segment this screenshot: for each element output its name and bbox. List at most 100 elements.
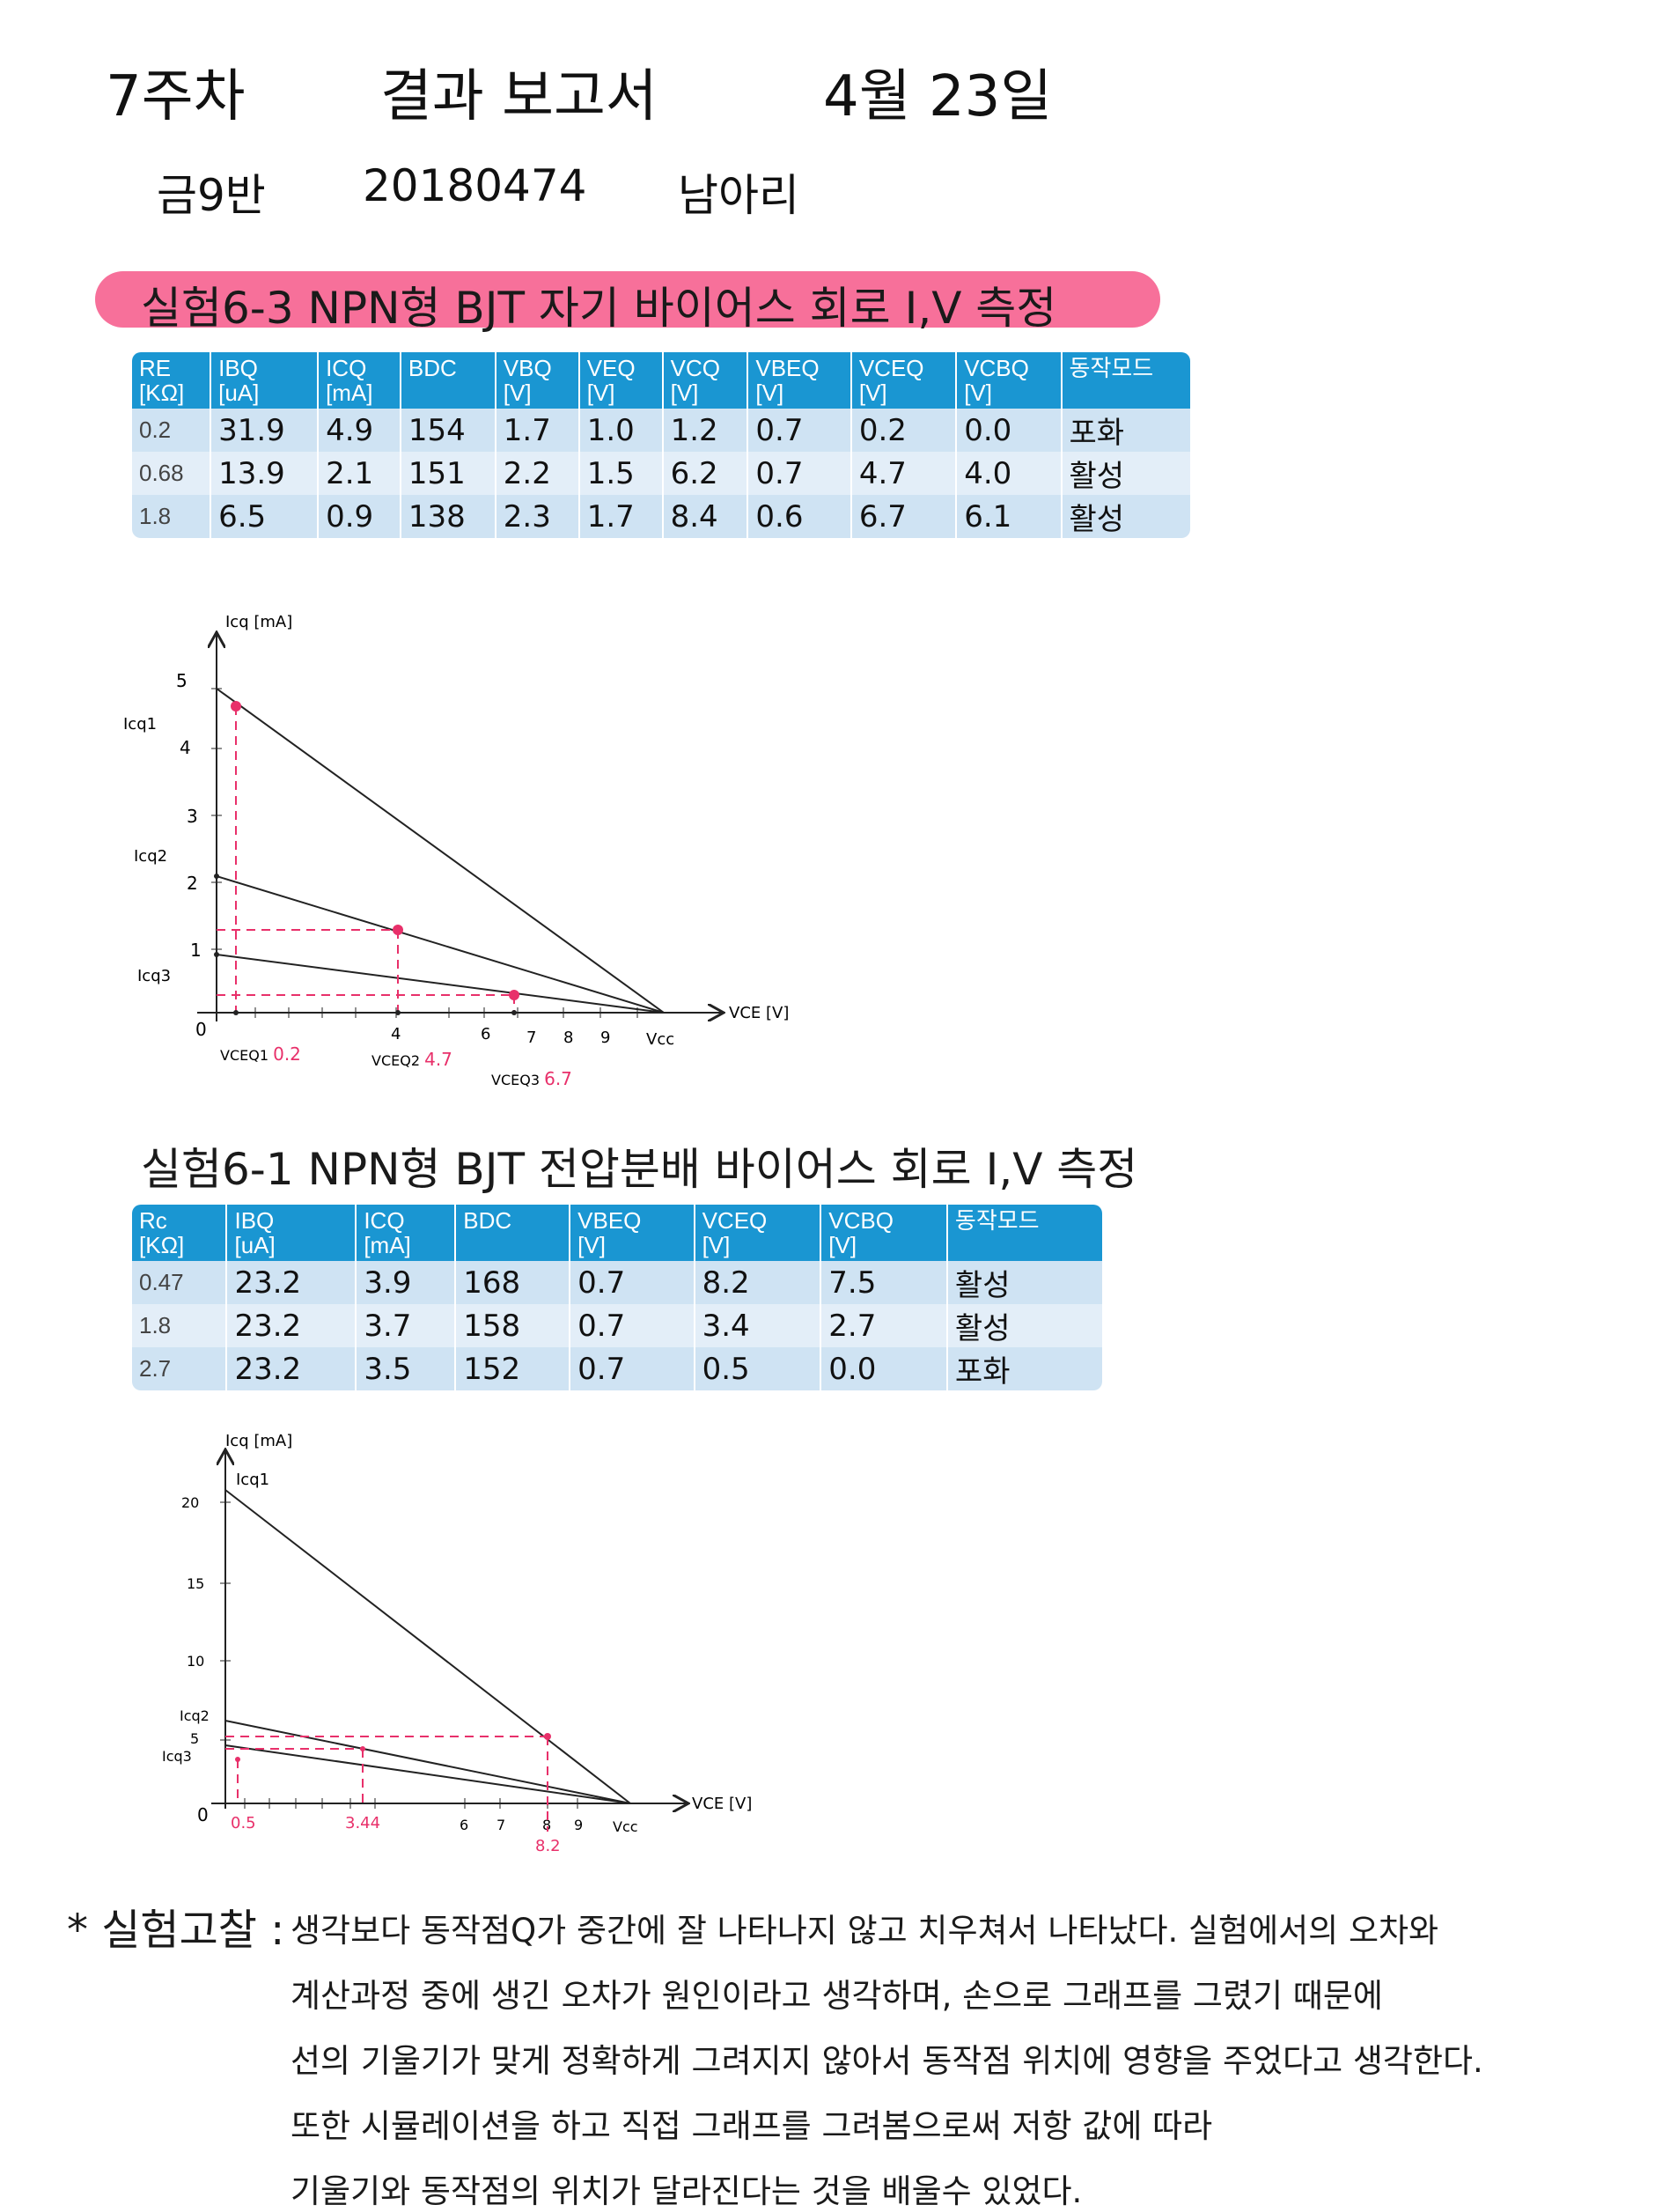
conclusion-line-2: 계산과정 중에 생긴 오차가 원인이라고 생각하며, 손으로 그래프를 그렸기 … bbox=[291, 1977, 1383, 2015]
table-cell: 158 bbox=[456, 1304, 571, 1347]
table-cell: 8.4 bbox=[663, 495, 749, 538]
section1-col-header: RE [KΩ] bbox=[132, 352, 212, 409]
section1-col-header: VCBQ [V] bbox=[957, 352, 1063, 409]
table-cell: 3.5 bbox=[357, 1347, 457, 1390]
g1-loadline-3 bbox=[216, 954, 665, 1014]
g1-ytick: 0 bbox=[195, 1019, 207, 1040]
g1-xtick: 6 bbox=[481, 1025, 490, 1043]
section1-col-header: IBQ [uA] bbox=[211, 352, 320, 409]
section2-col-header: VCBQ [V] bbox=[821, 1205, 948, 1261]
g2-q-point-2 bbox=[360, 1746, 365, 1751]
g1-label-icq3: Icq3 bbox=[137, 967, 171, 985]
g1-q-point-3 bbox=[509, 990, 519, 1000]
table-cell: 포화 bbox=[947, 1347, 1102, 1390]
table-cell: 0.2 bbox=[851, 409, 958, 452]
table-cell: 1.5 bbox=[579, 452, 664, 495]
section1-col-header: VEQ [V] bbox=[579, 352, 664, 409]
g2-loadline-1 bbox=[224, 1489, 631, 1804]
student-id: 20180474 bbox=[363, 160, 587, 211]
g2-label-icq3: Icq3 bbox=[162, 1748, 192, 1765]
g1-xtick: 4 bbox=[391, 1025, 401, 1043]
g1-vceq2-label: VCEQ2 4.7 bbox=[371, 1049, 452, 1070]
g1-q-point-1 bbox=[231, 701, 241, 712]
conclusion-line-1: 생각보다 동작점Q가 중간에 잘 나타나지 않고 치우쳐서 나타났다. 실험에서… bbox=[291, 1912, 1439, 1950]
section1-col-header: VBEQ [V] bbox=[748, 352, 852, 409]
g2-ytick: 0 bbox=[197, 1804, 209, 1825]
table-cell: 6.7 bbox=[851, 495, 958, 538]
table-cell: 활성 bbox=[1062, 495, 1190, 538]
section2-title: 실험6-1 NPN형 BJT 전압분배 바이어스 회로 I,V 측정 bbox=[141, 1144, 1138, 1195]
table-cell: 2.7 bbox=[132, 1347, 228, 1390]
table-cell: 2.2 bbox=[496, 452, 580, 495]
week-label: 7주차 bbox=[106, 64, 246, 129]
g1-vceq3-label: VCEQ3 6.7 bbox=[491, 1068, 572, 1089]
table-cell: 0.7 bbox=[748, 409, 852, 452]
section1-col-header: BDC bbox=[401, 352, 496, 409]
table-cell: 0.68 bbox=[132, 452, 212, 495]
g1-vceq1-label: VCEQ1 0.2 bbox=[220, 1043, 301, 1065]
table-cell: 0.2 bbox=[132, 409, 212, 452]
g2-ytick: 15 bbox=[187, 1575, 204, 1592]
g2-label-icq2: Icq2 bbox=[180, 1707, 210, 1724]
table-cell: 23.2 bbox=[227, 1304, 357, 1347]
graph1-x-ticks bbox=[254, 1007, 638, 1018]
table-cell: 0.7 bbox=[570, 1347, 695, 1390]
g2-q-point-1 bbox=[544, 1733, 551, 1740]
table-cell: 151 bbox=[401, 452, 496, 495]
table-cell: 1.7 bbox=[579, 495, 664, 538]
section2-table: Rc [KΩ] IBQ [uA] ICQ [mA] BDC VBEQ [V] VCEQ [… bbox=[132, 1205, 1102, 1390]
section2-col-header: VBEQ [V] bbox=[570, 1205, 695, 1261]
table-row: 0.47 23.2 3.9 168 0.7 8.2 7.5 활성 bbox=[132, 1261, 1102, 1304]
table-cell: 1.8 bbox=[132, 1304, 228, 1347]
g1-loadline-1 bbox=[216, 688, 665, 1014]
g2-xtick: Vcc bbox=[613, 1818, 638, 1835]
class-label: 금9반 bbox=[157, 170, 266, 221]
section2-col-header: IBQ [uA] bbox=[227, 1205, 357, 1261]
section1-col-header: 동작모드 bbox=[1062, 352, 1190, 409]
table-cell: 0.5 bbox=[695, 1347, 822, 1390]
graph1-x-title: VCE [V] bbox=[729, 1004, 789, 1022]
graph2: Icq [mA] VCE [V] 20 15 10 5 0 6 7 8 9 Vc… bbox=[162, 1432, 752, 1855]
table-row: 2.7 23.2 3.5 152 0.7 0.5 0.0 포화 bbox=[132, 1347, 1102, 1390]
g2-q-point-3 bbox=[235, 1757, 240, 1762]
table-cell: 23.2 bbox=[227, 1261, 357, 1304]
section1-col-header: VBQ [V] bbox=[496, 352, 580, 409]
table-cell: 포화 bbox=[1062, 409, 1190, 452]
section2-col-header: BDC bbox=[456, 1205, 571, 1261]
table-cell: 1.2 bbox=[663, 409, 749, 452]
table-cell: 0.7 bbox=[748, 452, 852, 495]
g2-ytick: 10 bbox=[187, 1653, 204, 1670]
g1-ytick: 3 bbox=[187, 806, 198, 827]
g1-label-icq1: Icq1 bbox=[123, 715, 157, 734]
table-cell: 2.3 bbox=[496, 495, 580, 538]
conclusion-line-5: 기울기와 동작점의 위치가 달라진다는 것을 배울수 있었다. bbox=[291, 2172, 1083, 2210]
g2-loadline-2 bbox=[224, 1720, 631, 1804]
g1-ytick: 2 bbox=[187, 873, 198, 894]
g1-xtick: 8 bbox=[563, 1029, 573, 1047]
table-cell: 154 bbox=[401, 409, 496, 452]
table-row: 1.8 6.5 0.9 138 2.3 1.7 8.4 0.6 6.7 6.1 활성 bbox=[132, 495, 1190, 538]
g1-loadline-2 bbox=[216, 875, 665, 1014]
g2-val-3: 8.2 bbox=[535, 1837, 561, 1855]
table-cell: 13.9 bbox=[211, 452, 320, 495]
section1-col-header: VCQ [V] bbox=[663, 352, 749, 409]
g1-ytick: 4 bbox=[180, 737, 191, 758]
table-cell: 0.0 bbox=[821, 1347, 948, 1390]
g2-xtick: 7 bbox=[496, 1817, 505, 1833]
table-cell: 0.47 bbox=[132, 1261, 228, 1304]
table-cell: 활성 bbox=[947, 1261, 1102, 1304]
g1-xtick: 9 bbox=[600, 1029, 610, 1047]
section1-table: RE [KΩ] IBQ [uA] ICQ [mA] BDC VBQ [V] VEQ [V]… bbox=[132, 352, 1190, 538]
g2-xtick: 6 bbox=[460, 1817, 468, 1833]
g2-val-1: 0.5 bbox=[231, 1814, 256, 1832]
table-cell: 활성 bbox=[947, 1304, 1102, 1347]
section1-title: 실험6-3 NPN형 BJT 자기 바이어스 회로 I,V 측정 bbox=[141, 283, 1057, 334]
graph1: Icq [mA] VCE [V] 5 4 3 2 1 0 4 6 7 8 9 V… bbox=[123, 613, 789, 1089]
section2-col-header: 동작모드 bbox=[947, 1205, 1102, 1261]
table-cell: 6.1 bbox=[957, 495, 1063, 538]
section1-highlight bbox=[95, 271, 1160, 328]
g1-xtick: Vcc bbox=[646, 1030, 674, 1049]
section2-col-header: ICQ [mA] bbox=[357, 1205, 457, 1261]
graph1-y-ticks: 5 4 3 2 1 0 bbox=[176, 670, 222, 1040]
table-cell: 0.7 bbox=[570, 1304, 695, 1347]
